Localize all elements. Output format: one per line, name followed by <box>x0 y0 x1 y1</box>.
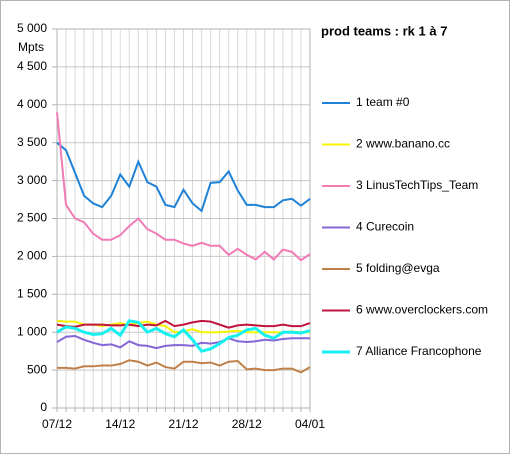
x-tick-label: 07/12 <box>42 417 72 431</box>
y-tick-label: 4 000 <box>17 97 47 111</box>
y-axis-label: Mpts <box>18 40 44 54</box>
y-tick-label: 4 500 <box>17 59 47 73</box>
legend-label: 3 LinusTechTips_Team <box>356 178 478 192</box>
legend-label: 1 team #0 <box>356 95 410 109</box>
x-tick-label: 04/01 <box>295 417 325 431</box>
series-line <box>56 319 311 353</box>
legend-label: 6 www.overclockers.com <box>356 303 488 317</box>
y-tick-label: 500 <box>27 362 47 376</box>
y-tick-label: 3 500 <box>17 135 47 149</box>
legend-label: 4 Curecoin <box>356 220 414 234</box>
y-tick-label: 1 500 <box>17 286 47 300</box>
series-line <box>57 359 311 374</box>
chart-title: prod teams : rk 1 à 7 <box>321 23 447 38</box>
legend-label: 7 Alliance Francophone <box>356 344 482 358</box>
y-tick-label: 2 000 <box>17 249 47 263</box>
series-line <box>56 319 311 329</box>
y-tick-label: 0 <box>40 400 47 414</box>
y-tick-label: 2 500 <box>17 211 47 225</box>
y-tick-label: 5 000 <box>17 21 47 35</box>
legend-label: 2 www.banano.cc <box>356 137 450 151</box>
y-tick-label: 3 000 <box>17 173 47 187</box>
series-line <box>56 334 310 350</box>
legend-label: 5 folding@evga <box>356 261 440 275</box>
y-tick-label: 1 000 <box>17 324 47 338</box>
x-tick-label: 21/12 <box>168 417 198 431</box>
x-tick-label: 28/12 <box>232 417 262 431</box>
x-tick-label: 14/12 <box>105 417 135 431</box>
series-line <box>56 141 311 213</box>
series-line <box>56 112 311 262</box>
